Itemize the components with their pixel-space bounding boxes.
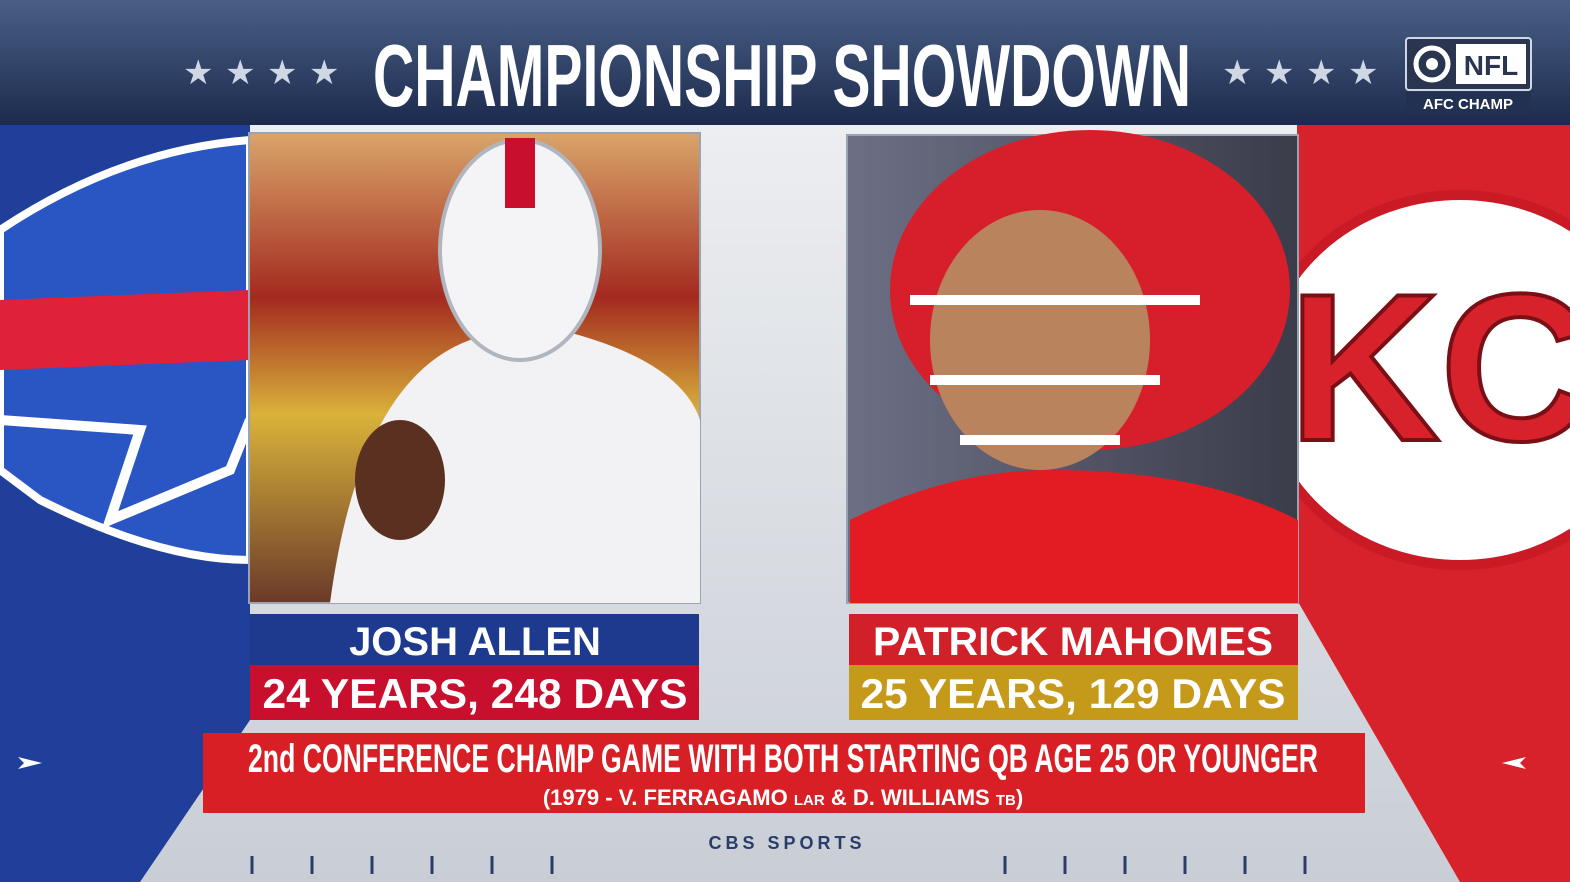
network-logo: NFL AFC CHAMP <box>1405 37 1532 114</box>
svg-text:★: ★ <box>1222 54 1252 92</box>
footnote-team: TB <box>996 792 1016 809</box>
svg-text:★: ★ <box>225 54 255 92</box>
photo-allen <box>248 132 701 604</box>
bills-logo <box>0 135 255 565</box>
player-age: 25 YEARS, 129 DAYS <box>861 670 1286 717</box>
footnote-team: LAR <box>794 792 825 809</box>
player-age: 24 YEARS, 248 DAYS <box>263 670 688 717</box>
footnote-text: ) <box>1016 785 1023 810</box>
banner <box>203 733 1365 813</box>
player-name: PATRICK MAHOMES <box>873 620 1273 664</box>
svg-text:★: ★ <box>1264 54 1294 92</box>
svg-text:★: ★ <box>1306 54 1336 92</box>
stars: ★ ★ ★ ★ ★ ★ ★ ★ <box>183 54 1378 92</box>
photo-mahomes <box>846 130 1299 604</box>
svg-text:★: ★ <box>1348 54 1378 92</box>
age-plate <box>250 665 699 720</box>
player-name: JOSH ALLEN <box>349 620 601 664</box>
footnote-text: (1979 - V. FERRAGAMO <box>543 785 788 810</box>
footer-ticks <box>250 856 1307 874</box>
chiefs-logo: KC <box>1255 190 1570 570</box>
footnote-text: & D. WILLIAMS <box>831 785 990 810</box>
age-plate <box>849 665 1298 720</box>
headline: 2nd CONFERENCE CHAMP GAME WITH BOTH STAR… <box>248 737 1318 781</box>
header-band <box>0 0 1570 125</box>
svg-text:★: ★ <box>309 54 339 92</box>
name-plate <box>849 614 1298 665</box>
event-label: AFC CHAMP <box>1423 96 1513 113</box>
svg-text:★: ★ <box>183 54 213 92</box>
title: CHAMPIONSHIP SHOWDOWN <box>373 26 1191 125</box>
arrow <box>18 757 42 769</box>
footer-brand: CBS SPORTS <box>708 833 865 853</box>
name-plate <box>250 614 699 665</box>
arrow <box>1502 757 1526 769</box>
svg-text:★: ★ <box>267 54 297 92</box>
footnote: (1979 - V. FERRAGAMO LAR & D. WILLIAMS T… <box>543 785 1023 810</box>
badge-text: NFL <box>1464 50 1518 81</box>
logo-letters: KC <box>1288 250 1570 485</box>
